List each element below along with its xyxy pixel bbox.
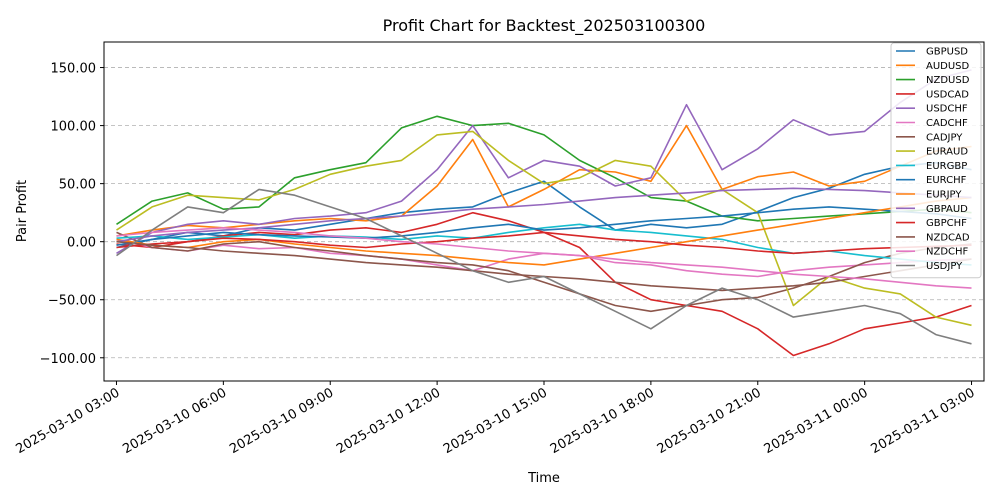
y-tick-label: 50.00 bbox=[59, 178, 96, 193]
legend-box bbox=[890, 42, 982, 279]
legend-label: EURAUD bbox=[926, 147, 968, 158]
series-line-usdjpy bbox=[116, 188, 972, 345]
y-tick-label: −100.00 bbox=[40, 352, 96, 367]
legend-label: GBPAUD bbox=[926, 204, 968, 215]
legend-label: USDCAD bbox=[926, 89, 969, 100]
series-line-usdchf bbox=[116, 69, 972, 254]
y-tick-label: 150.00 bbox=[51, 62, 97, 77]
series-layer bbox=[116, 69, 972, 357]
legend-label: AUDUSD bbox=[926, 61, 970, 72]
legend-label: CADCHF bbox=[926, 118, 968, 129]
legend-label: USDJPY bbox=[926, 261, 963, 272]
y-tick-label: 0.00 bbox=[67, 236, 96, 251]
legend-label: EURJPY bbox=[926, 190, 962, 201]
series-line-gbpaud bbox=[116, 187, 972, 243]
series-line-nzdusd bbox=[116, 115, 972, 225]
legend-label: GBPCHF bbox=[926, 218, 967, 229]
y-axis-label: Pair Profit bbox=[15, 180, 30, 242]
legend-label: NZDCAD bbox=[926, 232, 970, 243]
legend-label: NZDUSD bbox=[926, 75, 970, 86]
legend: GBPUSD AUDUSD NZDUSD USDCAD USDCHF CADCHF CADJ… bbox=[890, 42, 982, 279]
series-line-nzdchf bbox=[116, 227, 972, 289]
legend-label: NZDCHF bbox=[926, 247, 969, 258]
legend-label: EURGBP bbox=[926, 161, 967, 172]
legend-label: GBPUSD bbox=[926, 47, 968, 58]
x-axis-label: Time bbox=[527, 471, 560, 486]
series-line-eurchf bbox=[116, 206, 972, 246]
series-line-gbpchf bbox=[116, 231, 972, 255]
legend-label: EURCHF bbox=[926, 175, 967, 186]
y-tick-label: −50.00 bbox=[48, 294, 96, 309]
legend-label: USDCHF bbox=[926, 104, 968, 115]
legend-label: CADJPY bbox=[926, 132, 963, 143]
y-tick-label: 100.00 bbox=[51, 120, 97, 135]
chart-title: Profit Chart for Backtest_202503100300 bbox=[383, 16, 706, 36]
